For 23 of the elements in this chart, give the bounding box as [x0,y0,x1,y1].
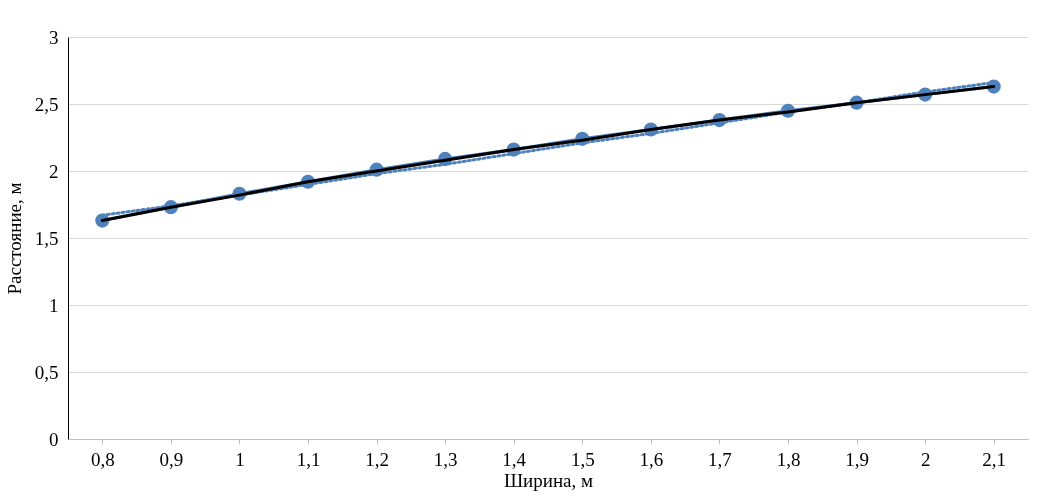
x-tick-label: 1,2 [365,448,389,470]
y-tick-label: 1 [49,294,59,316]
x-tick-label: 1,9 [845,448,869,470]
y-tick-label: 0,5 [34,361,59,383]
x-tick-label: 1,5 [570,448,595,470]
x-tick-label: 2,1 [982,448,1007,470]
y-tick-label: 3 [49,26,59,48]
x-tick-label: 2 [920,448,931,470]
y-tick-label: 0 [49,428,59,450]
y-axis-title: Расстояние, м [3,182,25,295]
x-tick-label: 1,7 [708,448,732,470]
x-tick-label: 1 [235,448,245,470]
x-tick-label: 1,3 [433,448,458,470]
y-tick-label: 2 [49,160,59,182]
x-tick-label: 1,8 [776,448,801,470]
x-tick-label: 0,8 [90,448,115,470]
y-tick-label: 2,5 [34,93,59,115]
y-tick-label: 1,5 [34,227,59,249]
x-tick-label: 0,9 [159,448,184,470]
x-tick-label: 1,4 [502,448,527,470]
x-tick-label: 1,1 [296,448,321,470]
x-tick-label: 1,6 [639,448,664,470]
x-axis-title: Ширина, м [503,469,594,491]
